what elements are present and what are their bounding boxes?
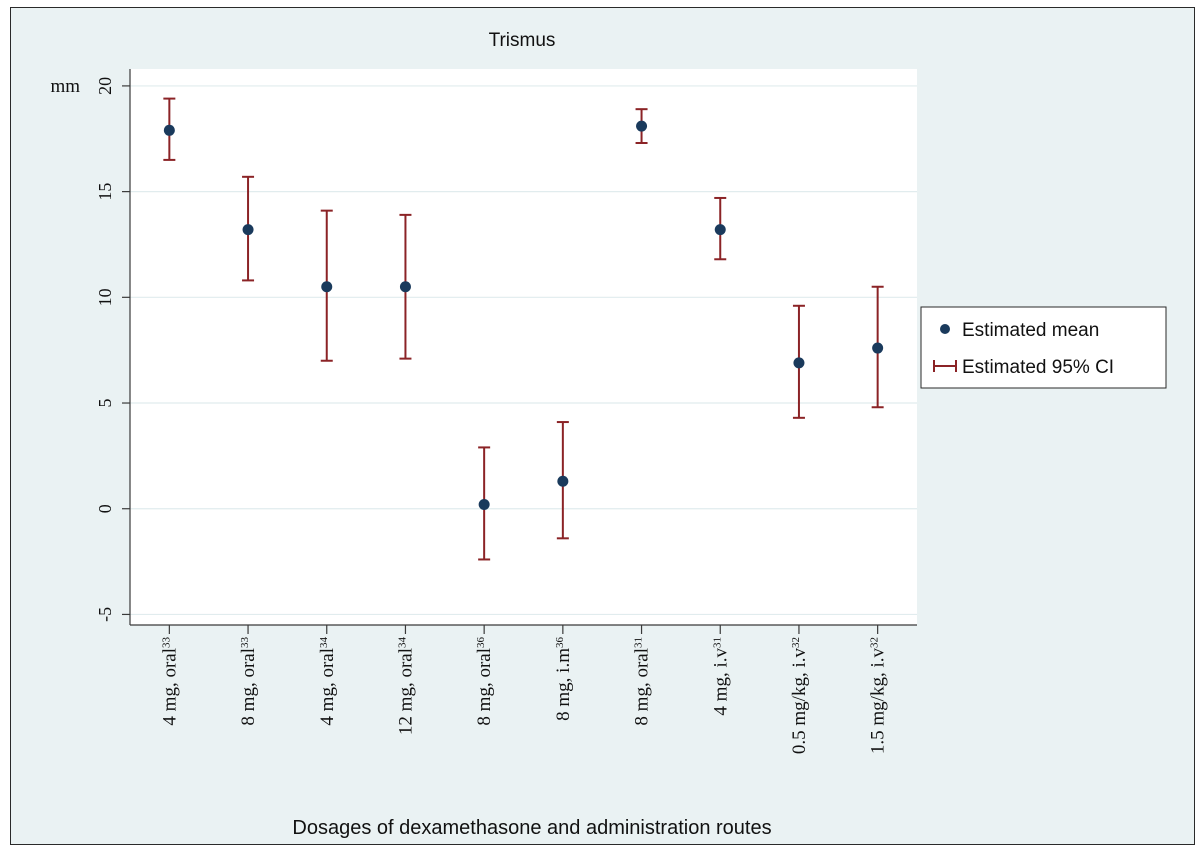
mean-point	[242, 224, 254, 236]
x-tick-ref: 33	[239, 637, 251, 649]
x-tick-ref: 32	[869, 637, 881, 648]
legend-item-ci: Estimated 95% CI	[933, 357, 1114, 378]
chart-title: Trismus	[489, 30, 556, 51]
mean-point	[793, 357, 805, 369]
x-tick-label: 0.5 mg/kg, i.v32	[789, 637, 810, 754]
x-tick-ref: 36	[554, 637, 566, 649]
x-tick-label: 8 mg, oral31	[632, 637, 653, 726]
y-tick-label: 10	[95, 288, 115, 306]
y-tick-label: 5	[95, 399, 115, 408]
y-tick-label: 0	[95, 504, 115, 513]
x-axis: 4 mg, oral33 8 mg, oral33 4 mg, oral34 12 m…	[130, 624, 917, 754]
x-tick-ref: 33	[160, 637, 172, 649]
x-tick-label: 4 mg, oral33	[159, 637, 180, 726]
y-tick-label: 20	[95, 77, 115, 95]
x-tick-label: 8 mg, oral33	[238, 637, 259, 726]
mean-point	[478, 498, 490, 510]
legend-box	[920, 306, 1167, 389]
x-tick-ref: 31	[711, 637, 723, 648]
x-tick-label: 1.5 mg/kg, i.v32	[868, 637, 889, 754]
grid-lines	[130, 85, 917, 616]
legend-dot-icon	[940, 324, 950, 334]
mean-point	[557, 475, 569, 487]
legend-label: Estimated 95% CI	[962, 357, 1114, 378]
data-marks	[163, 97, 884, 561]
legend-item-mean: Estimated mean	[940, 320, 1099, 341]
legend-label: Estimated mean	[962, 320, 1099, 341]
x-tick-label: 4 mg, oral34	[317, 637, 338, 726]
x-tick-ref: 31	[633, 637, 645, 648]
x-tick-label: 12 mg, oral34	[395, 637, 416, 736]
plot-area	[130, 69, 917, 625]
mean-point	[714, 224, 726, 236]
x-tick-ref: 36	[475, 637, 487, 649]
x-tick-label: 8 mg, i.m36	[553, 637, 574, 721]
y-tick-label: -5	[95, 607, 115, 622]
x-tick-label: 8 mg, oral36	[474, 637, 495, 726]
y-axis: -5 0 5 10 15 20	[95, 69, 131, 625]
x-tick-label: 4 mg, i.v31	[710, 637, 731, 716]
y-axis-unit-label: mm	[50, 76, 80, 97]
x-tick-ref: 32	[790, 637, 802, 648]
x-axis-title: Dosages of dexamethasone and administrat…	[292, 817, 771, 839]
mean-point	[636, 120, 648, 132]
mean-point	[163, 124, 175, 136]
mean-point	[872, 342, 884, 354]
legend: Estimated mean Estimated 95% CI	[920, 306, 1167, 389]
mean-point	[399, 281, 411, 293]
y-tick-label: 15	[95, 183, 115, 201]
x-tick-ref: 34	[396, 637, 408, 649]
x-tick-ref: 34	[318, 637, 330, 649]
mean-point	[321, 281, 333, 293]
